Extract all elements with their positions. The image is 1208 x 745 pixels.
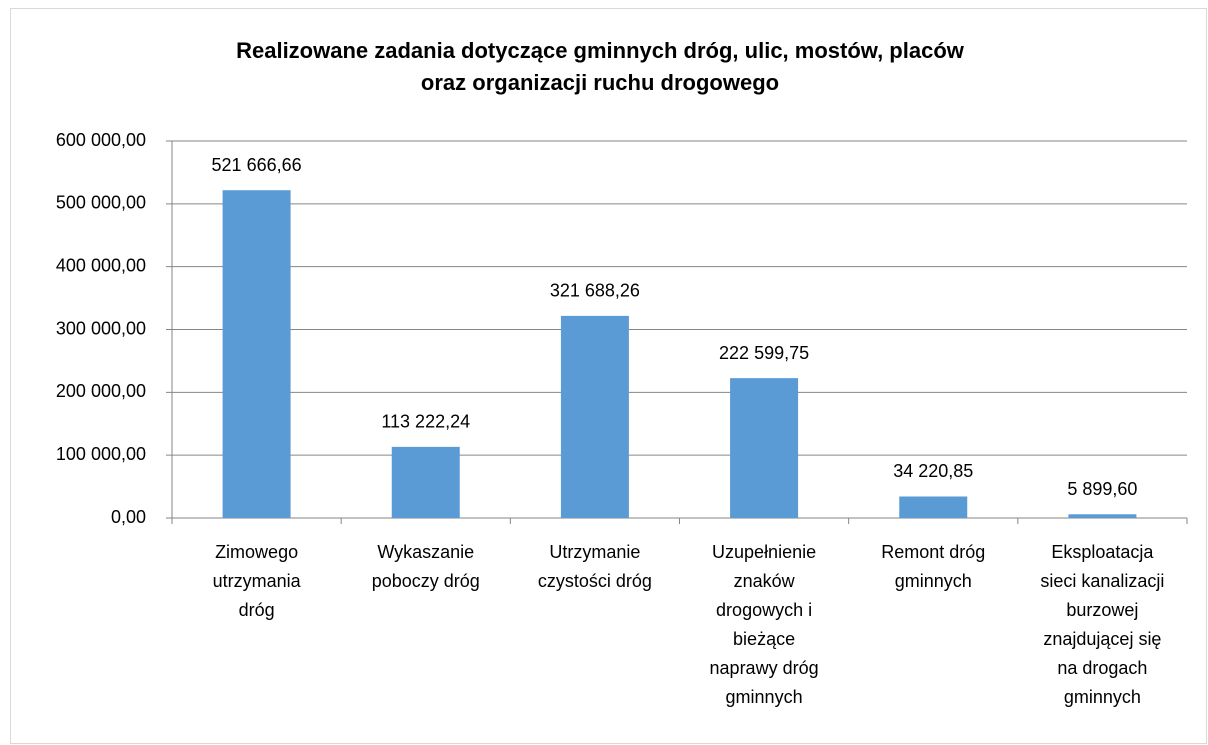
y-tick-label: 100 000,00 (56, 444, 146, 464)
bar (1068, 514, 1137, 518)
value-label: 222 599,75 (719, 343, 809, 363)
y-tick-label: 0,00 (111, 507, 146, 527)
value-label: 521 666,66 (212, 155, 302, 175)
x-tick-label: Zimowego utrzymania dróg (213, 542, 302, 620)
bar (730, 378, 799, 518)
y-tick-label: 600 000,00 (56, 130, 146, 150)
y-tick-label: 400 000,00 (56, 255, 146, 275)
value-label: 113 222,24 (381, 412, 470, 432)
value-label: 34 220,85 (893, 461, 973, 481)
bar (222, 190, 291, 518)
x-tick-label: Eksploatacja sieci kanalizacji burzowej zna… (1040, 542, 1164, 707)
y-tick-label: 500 000,00 (56, 193, 146, 213)
bar (560, 315, 629, 518)
y-tick-label: 300 000,00 (56, 318, 146, 338)
bar (391, 446, 460, 518)
x-tick-label: Uzupełnienie znaków drogowych i bieżące napr… (710, 542, 819, 707)
bar (899, 496, 968, 518)
y-tick-label: 200 000,00 (56, 381, 146, 401)
value-label: 321 688,26 (550, 281, 640, 301)
value-label: 5 899,60 (1067, 479, 1137, 499)
chart-title: Realizowane zadania dotyczące gminnych d… (236, 38, 965, 95)
x-tick-label: Remont dróg gminnych (881, 542, 985, 591)
x-tick-label: Wykaszanie poboczy dróg (372, 542, 480, 591)
x-tick-label: Utrzymanie czystości dróg (538, 542, 652, 591)
